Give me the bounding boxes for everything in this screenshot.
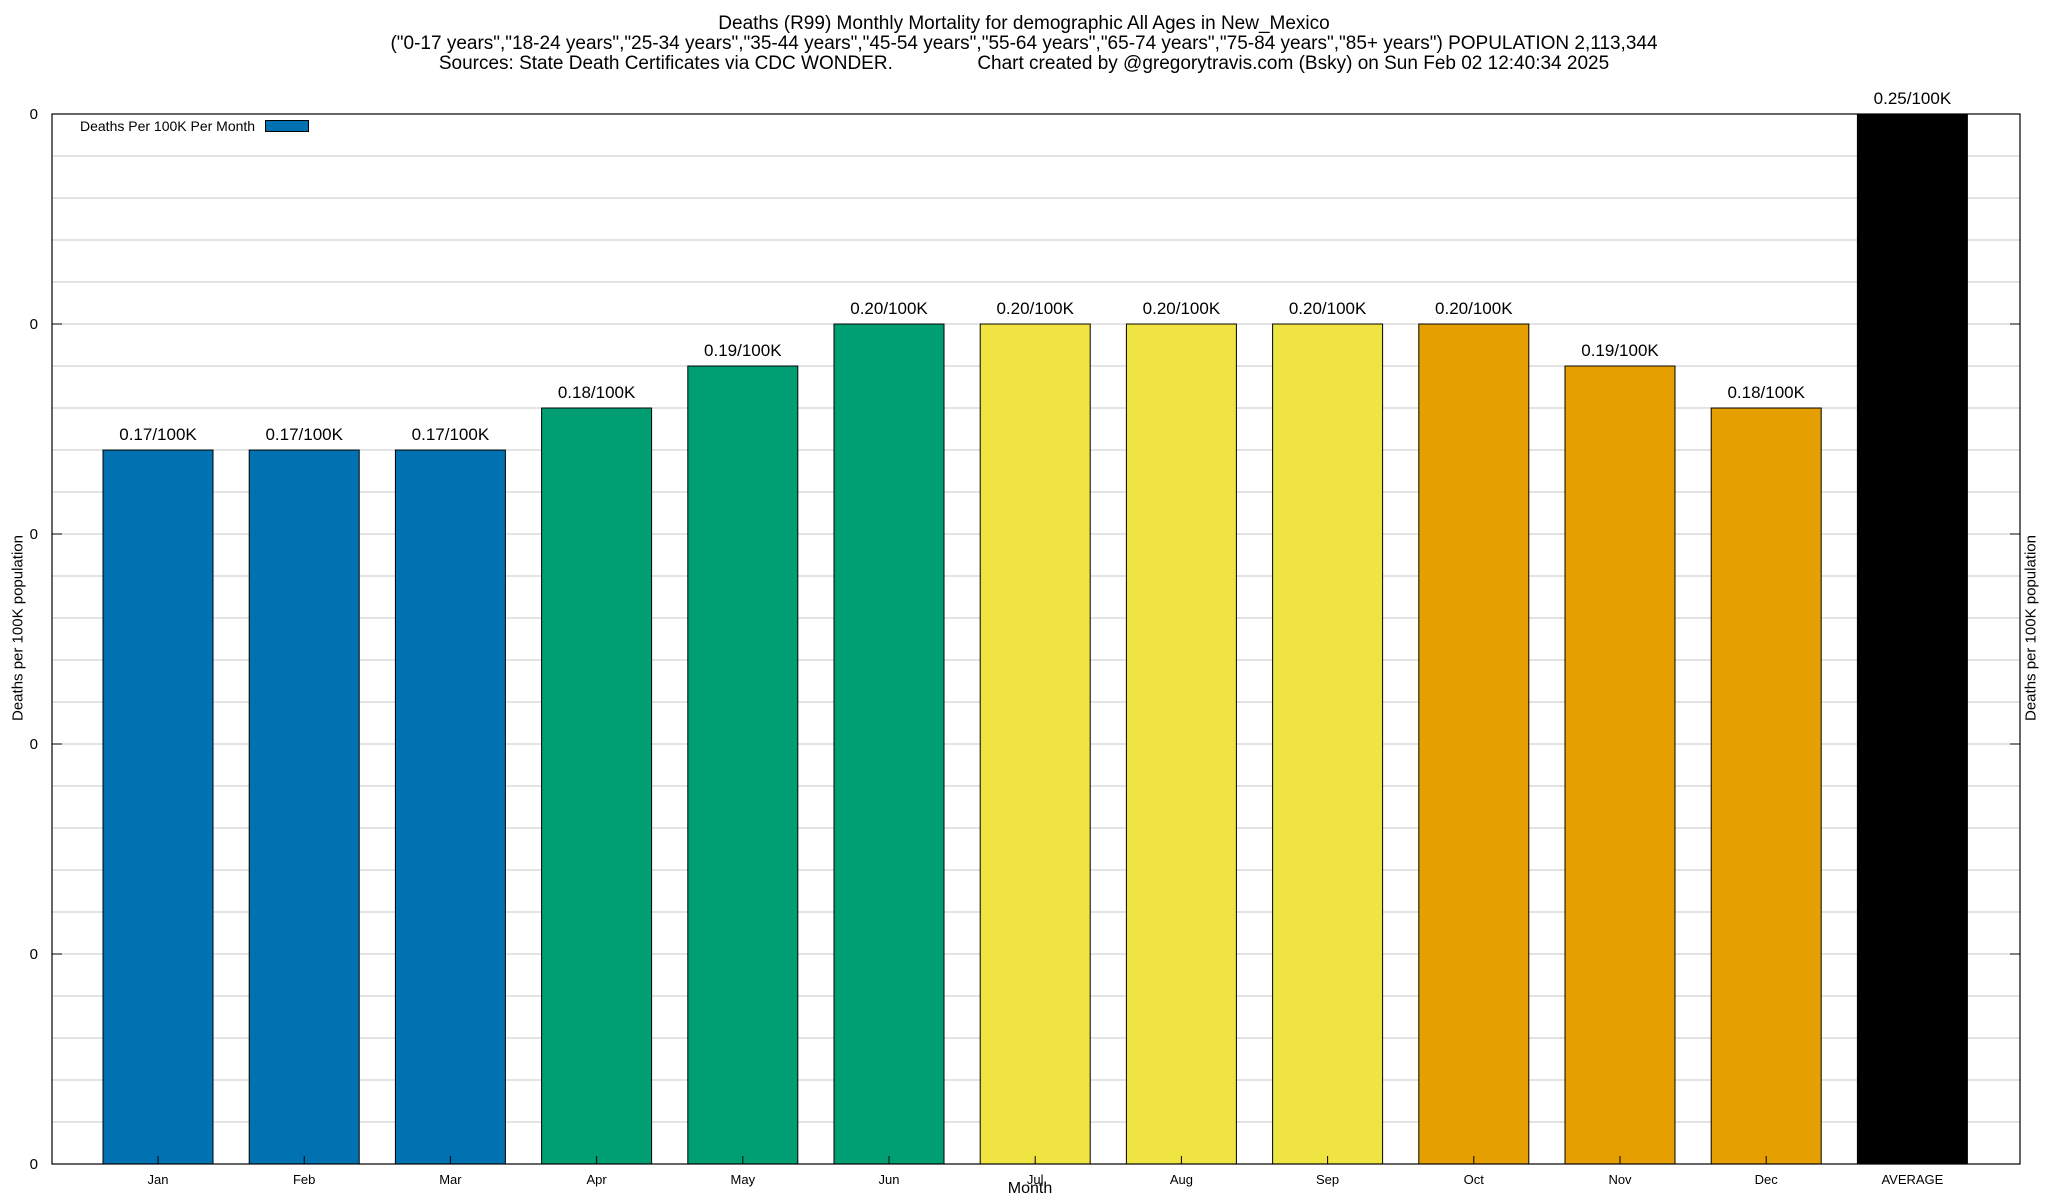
data-label: 0.18/100K <box>558 383 636 402</box>
bar-aug <box>1125 323 1237 1165</box>
bar-jul <box>979 323 1091 1165</box>
y-tick-label: 0 <box>30 526 38 543</box>
data-label: 0.17/100K <box>412 425 490 444</box>
y-tick-label: 0 <box>30 946 38 963</box>
bar-oct <box>1418 323 1530 1165</box>
legend-swatch <box>265 120 310 132</box>
y-tick-label: 0 <box>30 316 38 333</box>
chart-title: Deaths (R99) Monthly Mortality for demog… <box>0 14 2048 74</box>
bar-feb <box>248 449 360 1165</box>
data-label: 0.20/100K <box>1143 299 1221 318</box>
bar-jun <box>833 323 945 1165</box>
x-tick-label: Aug <box>1170 1172 1193 1187</box>
bar-average <box>1856 113 1968 1165</box>
x-tick-label: Jun <box>879 1172 900 1187</box>
y-tick-label: 0 <box>30 736 38 753</box>
bar-mar <box>394 449 506 1165</box>
y-axis-label-left: Deaths per 100K population <box>9 535 27 721</box>
legend-label: Deaths Per 100K Per Month <box>80 118 256 134</box>
title-line-3: Sources: State Death Certificates via CD… <box>438 53 1610 74</box>
x-axis-label: Month <box>1007 1180 1053 1197</box>
x-tick-label: Sep <box>1316 1172 1339 1187</box>
bar-sep <box>1272 323 1384 1165</box>
bar-apr <box>541 407 653 1165</box>
data-label: 0.17/100K <box>119 425 197 444</box>
legend: Deaths Per 100K Per Month <box>80 118 310 134</box>
data-label: 0.19/100K <box>704 341 782 360</box>
x-tick-label: Nov <box>1608 1172 1632 1187</box>
x-tick-label: AVERAGE <box>1881 1172 1943 1187</box>
data-label: 0.17/100K <box>265 425 343 444</box>
title-line-2: ("0-17 years","18-24 years","25-34 years… <box>390 33 1658 54</box>
data-label: 0.20/100K <box>996 299 1074 318</box>
bar-may <box>687 365 799 1165</box>
data-label: 0.19/100K <box>1581 341 1659 360</box>
data-label: 0.20/100K <box>1435 299 1513 318</box>
data-label: 0.25/100K <box>1874 89 1952 108</box>
y-tick-label: 0 <box>30 106 38 123</box>
x-tick-label: Jan <box>148 1172 169 1187</box>
title-line-1: Deaths (R99) Monthly Mortality for demog… <box>718 13 1330 34</box>
data-label: 0.18/100K <box>1727 383 1805 402</box>
x-tick-label: Feb <box>293 1172 315 1187</box>
y-axis-label-right: Deaths per 100K population <box>2022 535 2040 721</box>
y-tick-label: 0 <box>30 1156 38 1173</box>
x-tick-label: Mar <box>439 1172 462 1187</box>
bar-jan <box>102 449 214 1165</box>
plot-frame <box>51 113 2021 1165</box>
bar-dec <box>1710 407 1822 1165</box>
data-label: 0.20/100K <box>1289 299 1367 318</box>
x-tick-label: May <box>731 1172 756 1187</box>
x-tick-label: Apr <box>586 1172 607 1187</box>
x-tick-label: Dec <box>1755 1172 1779 1187</box>
x-tick-label: Oct <box>1464 1172 1485 1187</box>
bar-nov <box>1564 365 1676 1165</box>
x-tick-label: Jul <box>1027 1172 1044 1187</box>
data-label: 0.20/100K <box>850 299 928 318</box>
